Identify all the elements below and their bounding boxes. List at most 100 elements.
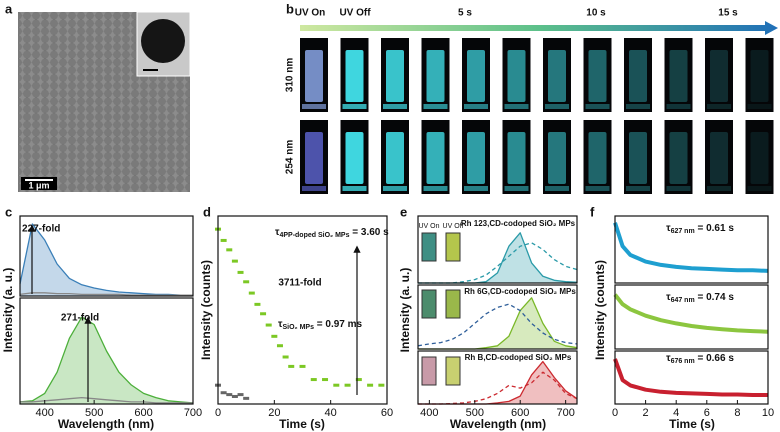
vial-grid <box>300 38 774 194</box>
annotation: 3711-fold <box>278 278 321 289</box>
vial-glow <box>750 50 769 102</box>
axes-frame <box>19 215 194 297</box>
x-tick-label: 6 <box>704 407 710 419</box>
x-tick-label: 20 <box>268 407 280 419</box>
y-axis-label: Intensity (counts) <box>593 260 607 360</box>
vial <box>664 120 693 194</box>
data-point <box>243 280 250 284</box>
area-fill <box>418 361 577 404</box>
data-line <box>418 242 578 284</box>
vial-glow <box>507 132 526 184</box>
tau-value: = 0.74 s <box>695 292 735 303</box>
data-point <box>378 383 385 387</box>
row-label: 310 nm <box>285 58 296 93</box>
data-point <box>355 378 362 382</box>
vial-glow <box>345 132 364 184</box>
timeline-label: UV On <box>295 8 326 19</box>
tau-symbol: τ <box>666 292 671 303</box>
vial-glow <box>629 132 647 184</box>
axes-frame <box>417 350 578 405</box>
tau-subscript: 647 nm <box>671 297 695 304</box>
panel-label: d <box>203 204 211 219</box>
vial-base <box>464 104 488 109</box>
tau-subscript: 627 nm <box>671 228 695 235</box>
vial-base <box>302 104 326 109</box>
x-tick-label: 0 <box>612 407 618 419</box>
data-point <box>310 378 317 382</box>
vial-base <box>707 186 731 191</box>
tau-value: = 3.60 s <box>349 227 389 238</box>
vial-base <box>383 186 407 191</box>
axes-frame <box>217 215 388 405</box>
timeline-label: 5 s <box>458 8 472 19</box>
tau-symbol: τ <box>278 319 283 330</box>
vial-glow <box>305 50 323 102</box>
vial-glow <box>386 50 404 102</box>
x-tick-label: 400 <box>36 407 54 419</box>
vial-glow <box>710 132 728 184</box>
x-tick-label: 60 <box>381 407 393 419</box>
y-axis-label: Intensity (a. u.) <box>1 268 15 353</box>
vial-base <box>707 104 731 109</box>
vial <box>624 120 652 194</box>
vial-glow <box>669 50 688 102</box>
x-axis-label: Time (s) <box>669 417 715 431</box>
y-axis-label: Intensity (a. u.) <box>398 268 412 353</box>
data-point <box>237 393 244 397</box>
x-tick-label: 500 <box>466 407 484 419</box>
timeline-arrow <box>300 21 778 35</box>
data-point <box>322 378 329 382</box>
data-point <box>254 302 261 306</box>
x-tick-label: 400 <box>420 407 438 419</box>
data-line <box>613 222 769 273</box>
y-axis-label: Intensity (counts) <box>199 260 213 360</box>
vial-base <box>342 104 367 109</box>
area-fill <box>418 297 577 349</box>
data-point <box>265 323 272 327</box>
x-axis-label: Wavelength (nm) <box>450 417 546 431</box>
scale-label: 1 μm <box>28 180 49 190</box>
tau-subscript: 4PP-doped SiO₂ MPs <box>279 232 349 239</box>
vial-base <box>464 186 488 191</box>
x-tick-label: 4 <box>673 407 679 419</box>
x-axis-label: Time (s) <box>279 417 325 431</box>
x-tick-label: 8 <box>734 407 740 419</box>
x-tick-label: 500 <box>85 407 103 419</box>
vial-glow <box>386 132 404 184</box>
vial-base <box>302 186 326 191</box>
axes-frame <box>19 297 194 405</box>
panel-label: e <box>400 204 407 219</box>
vial-glow <box>588 132 607 184</box>
annotation: 227-fold <box>22 224 60 235</box>
row-label: 254 nm <box>285 140 296 175</box>
data-point <box>260 312 267 316</box>
data-point <box>220 391 227 395</box>
vial-base <box>747 104 772 109</box>
vial-glow <box>345 50 364 102</box>
series-label: Rh 6G,CD-codoped SiO₂ MPs <box>464 287 576 296</box>
vial-glow <box>507 50 526 102</box>
timeline-label: UV Off <box>339 8 371 19</box>
vial-glow <box>467 50 485 102</box>
inset-label: UV Off <box>443 223 464 230</box>
x-tick-label: 600 <box>134 407 152 419</box>
vial-base <box>342 186 367 191</box>
panel-label: c <box>5 204 12 219</box>
vial-glow <box>750 132 769 184</box>
vial <box>705 120 733 194</box>
vial <box>583 120 612 194</box>
data-point <box>344 383 351 387</box>
area-fill <box>418 232 577 283</box>
vial-glow <box>426 132 445 184</box>
vial-base <box>585 104 610 109</box>
vial-insets <box>421 232 461 386</box>
axes-frame <box>614 215 769 284</box>
data-point <box>248 291 255 295</box>
series-label: Rh 123,CD-codoped SiO₂ MPs <box>461 219 576 228</box>
panel-label: f <box>590 204 595 219</box>
data-point <box>333 383 340 387</box>
data-point <box>231 394 238 398</box>
vial-base <box>626 104 650 109</box>
data-point <box>237 270 244 274</box>
